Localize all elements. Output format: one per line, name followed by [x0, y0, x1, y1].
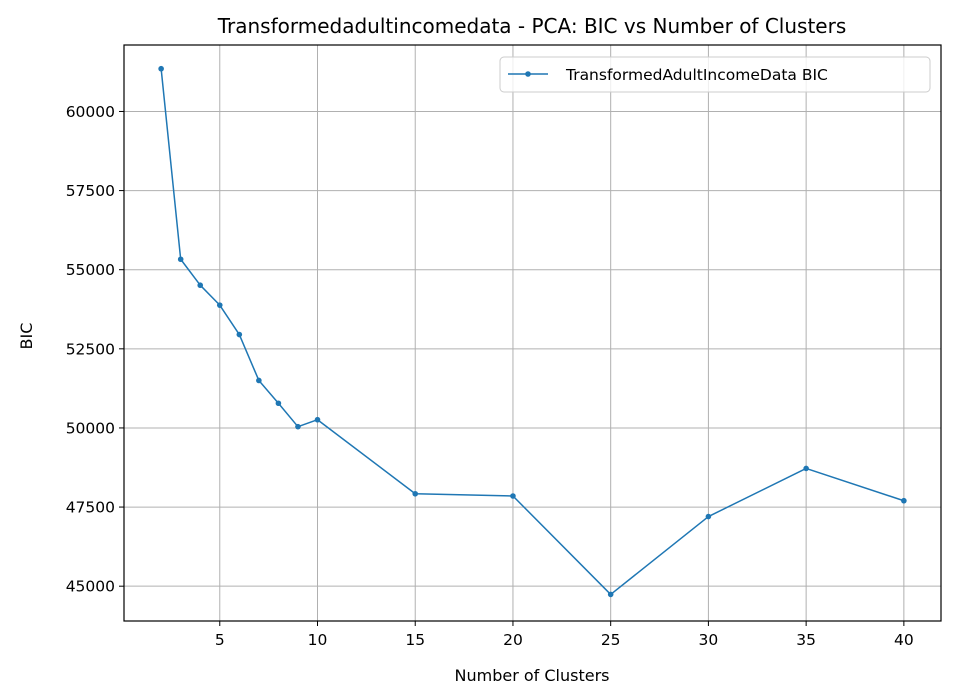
- data-point-marker: [705, 513, 712, 520]
- x-tick-label: 5: [215, 631, 225, 649]
- y-tick-label: 52500: [66, 340, 115, 358]
- data-point-marker: [412, 490, 419, 497]
- data-point-marker: [510, 493, 516, 499]
- y-tick-label: 55000: [66, 261, 115, 279]
- x-tick-label: 30: [699, 631, 719, 649]
- x-tick-label: 15: [405, 631, 425, 649]
- legend-marker-swatch: [525, 71, 531, 77]
- legend-label: TransformedAdultIncomeData BIC: [565, 66, 828, 84]
- y-tick-label: 60000: [66, 103, 115, 121]
- grid-lines: [124, 45, 941, 621]
- x-axis-ticks: 5 10 15 20 25 30 35 40: [215, 621, 914, 649]
- x-tick-label: 10: [308, 631, 328, 649]
- x-tick-label: 40: [894, 631, 914, 649]
- data-point-marker: [236, 331, 243, 338]
- data-point-marker: [314, 416, 321, 423]
- data-point-marker: [197, 282, 204, 289]
- data-point-marker: [607, 591, 614, 598]
- y-axis-ticks: 45000 47500 50000 52500 55000 57500 60000: [66, 103, 124, 596]
- x-tick-label: 20: [503, 631, 523, 649]
- x-tick-label: 35: [796, 631, 816, 649]
- data-point-marker: [803, 465, 809, 472]
- data-point-marker: [216, 302, 223, 308]
- series-layer: [158, 65, 907, 598]
- data-point-marker: [256, 377, 262, 384]
- x-axis-label: Number of Clusters: [455, 666, 610, 685]
- y-tick-label: 57500: [66, 182, 115, 200]
- data-point-marker: [275, 400, 282, 407]
- data-point-marker: [158, 65, 164, 72]
- chart-title: Transformedadultincomedata - PCA: BIC vs…: [217, 14, 847, 38]
- plot-area-frame: [123, 44, 942, 622]
- legend-box: [499, 56, 931, 93]
- y-tick-label: 47500: [66, 499, 115, 517]
- y-tick-label: 50000: [66, 419, 115, 437]
- x-tick-label: 25: [601, 631, 621, 649]
- data-point-marker: [295, 423, 301, 430]
- legend: TransformedAdultIncomeData BIC: [499, 56, 931, 93]
- y-axis-label: BIC: [17, 323, 36, 350]
- y-tick-label: 45000: [66, 578, 115, 596]
- data-point-marker: [177, 256, 184, 263]
- data-point-marker: [901, 497, 907, 504]
